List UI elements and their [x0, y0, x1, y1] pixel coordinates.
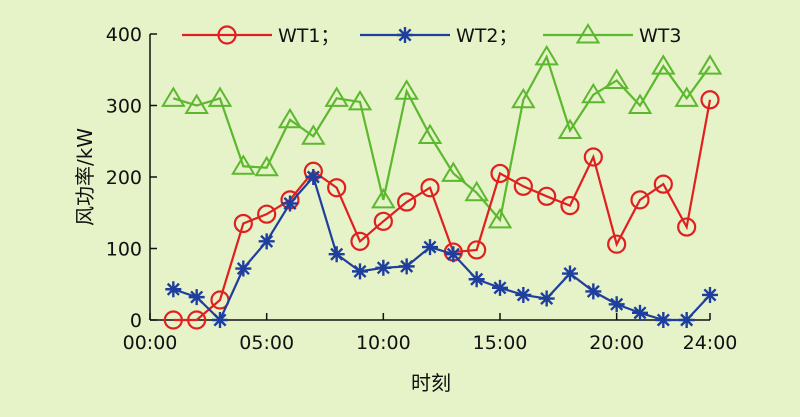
data-point-wt1 — [490, 163, 510, 184]
data-point-wt2 — [445, 246, 462, 263]
data-point-wt1 — [397, 192, 417, 212]
data-point-wt1 — [350, 231, 370, 251]
data-point-wt2 — [305, 169, 322, 185]
data-point-wt3 — [161, 86, 186, 107]
data-point-wt1 — [467, 240, 487, 260]
data-point-wt1 — [233, 213, 253, 234]
data-point-wt1 — [513, 176, 533, 196]
series-line-wt1 — [173, 99, 712, 322]
data-point-wt3 — [581, 82, 606, 104]
legend-marker — [397, 27, 413, 43]
data-point-wt3 — [627, 93, 653, 114]
data-point-wt2 — [702, 286, 718, 303]
legend-label: WT3 — [639, 25, 681, 47]
data-point-wt3 — [394, 79, 419, 100]
series-wt2 — [165, 169, 718, 328]
x-tick-label: 24:00 — [683, 332, 738, 354]
data-point-wt1 — [560, 196, 580, 216]
data-point-wt2 — [328, 246, 345, 263]
data-point-wt1 — [677, 217, 697, 237]
x-axis-title: 时刻 — [411, 371, 451, 395]
data-point-wt2 — [608, 296, 625, 313]
y-tick-label: 400 — [106, 24, 142, 46]
data-point-wt3 — [301, 124, 326, 145]
data-point-wt3 — [511, 87, 536, 109]
legend-label: WT2； — [456, 25, 517, 47]
data-point-wt1 — [163, 310, 183, 330]
data-point-wt1 — [607, 234, 627, 254]
data-point-wt1 — [373, 211, 393, 231]
data-point-wt3 — [441, 161, 466, 182]
data-point-wt3 — [697, 54, 723, 75]
data-point-wt3 — [487, 207, 513, 229]
data-point-wt3 — [604, 68, 629, 89]
y-tick-label: 100 — [106, 239, 142, 261]
data-point-wt3 — [254, 155, 279, 177]
data-point-wt2 — [632, 304, 648, 321]
data-point-wt2 — [538, 290, 555, 307]
x-tick-label: 15:00 — [473, 332, 528, 354]
data-point-wt1 — [653, 174, 673, 194]
data-point-wt2 — [352, 263, 368, 280]
data-point-wt3 — [464, 180, 489, 202]
series-wt3 — [161, 44, 723, 229]
series-line-wt3 — [173, 54, 711, 223]
data-point-wt3 — [184, 93, 209, 114]
data-point-wt2 — [562, 265, 578, 282]
data-point-wt2 — [235, 260, 252, 277]
data-point-wt2 — [398, 258, 415, 275]
data-point-wt3 — [231, 154, 256, 175]
legend-item-wt1: WT1； — [182, 25, 339, 47]
legend-marker — [575, 23, 601, 44]
data-point-wt3 — [371, 187, 396, 209]
data-point-wt1 — [583, 147, 603, 167]
data-point-wt3 — [277, 107, 303, 129]
data-point-wt2 — [165, 281, 182, 298]
data-point-wt1 — [630, 190, 650, 210]
data-point-wt2 — [258, 233, 275, 250]
data-point-wt2 — [375, 259, 392, 276]
x-tick-label: 10:00 — [356, 332, 411, 354]
data-point-wt1 — [537, 186, 557, 206]
data-point-wt3 — [534, 44, 559, 66]
data-point-wt1 — [420, 178, 440, 198]
x-tick-label: 05:00 — [239, 332, 294, 354]
data-point-wt3 — [417, 123, 443, 145]
y-axis-title: 风功率/kW — [73, 128, 97, 226]
data-point-wt2 — [422, 239, 438, 256]
legend-marker — [217, 25, 237, 45]
data-point-wt2 — [585, 283, 602, 300]
x-tick-label: 20:00 — [589, 332, 644, 354]
series-wt1 — [163, 90, 720, 330]
data-point-wt2 — [212, 312, 228, 328]
legend-label: WT1； — [278, 25, 339, 47]
legend-item-wt2: WT2； — [360, 25, 517, 47]
data-point-wt3 — [324, 86, 349, 107]
data-point-wt3 — [557, 118, 583, 140]
data-point-wt3 — [347, 89, 373, 111]
data-point-wt3 — [207, 86, 233, 107]
data-point-wt2 — [468, 271, 485, 288]
legend-item-wt3: WT3 — [543, 23, 681, 47]
data-point-wt1 — [700, 90, 720, 110]
series-line-wt2 — [172, 174, 711, 322]
data-point-wt2 — [492, 279, 508, 296]
y-tick-label: 200 — [106, 167, 142, 189]
y-tick-label: 300 — [106, 96, 142, 118]
data-point-wt2 — [282, 195, 298, 212]
data-point-wt2 — [678, 312, 695, 328]
data-point-wt1 — [257, 204, 277, 224]
y-tick-label: 0 — [130, 310, 142, 332]
data-point-wt2 — [515, 286, 532, 303]
x-tick-label: 00:00 — [123, 332, 178, 354]
data-point-wt1 — [327, 178, 347, 198]
data-point-wt1 — [187, 310, 207, 330]
data-point-wt2 — [655, 312, 672, 328]
data-point-wt3 — [651, 54, 676, 75]
data-point-wt3 — [674, 86, 699, 107]
data-point-wt2 — [188, 289, 205, 306]
